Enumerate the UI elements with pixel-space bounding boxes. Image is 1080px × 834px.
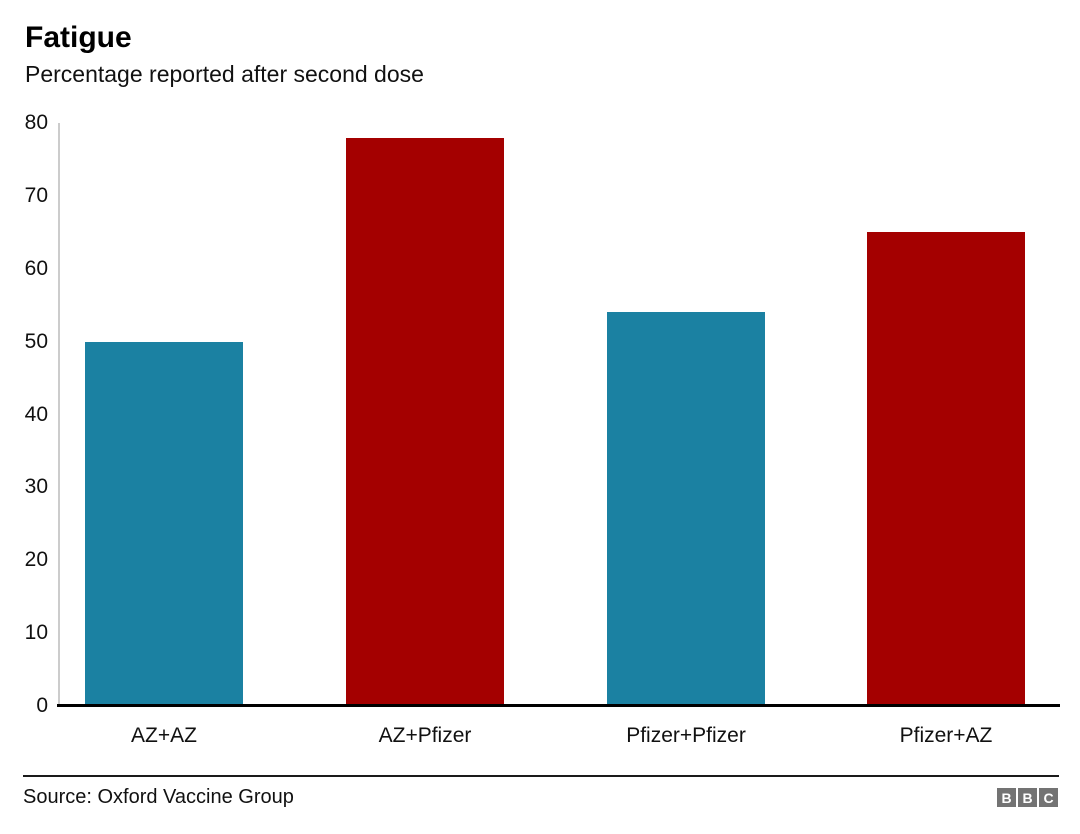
y-tick-label: 60 bbox=[24, 256, 48, 280]
y-tick-label: 50 bbox=[24, 329, 48, 353]
bar-Pfizer+AZ bbox=[867, 232, 1025, 706]
y-tick-label: 40 bbox=[24, 402, 48, 426]
y-tick-label: 10 bbox=[24, 621, 48, 645]
x-category-label: AZ+AZ bbox=[131, 724, 197, 747]
bbc-logo-block: C bbox=[1039, 788, 1058, 807]
x-category-label: Pfizer+AZ bbox=[899, 724, 993, 747]
y-axis-line bbox=[58, 123, 60, 706]
bbc-logo-block: B bbox=[1018, 788, 1037, 807]
x-category-label: Pfizer+Pfizer bbox=[626, 724, 746, 747]
chart-title: Fatigue bbox=[25, 21, 132, 54]
bar-AZ+AZ bbox=[85, 341, 243, 706]
bar-AZ+Pfizer bbox=[346, 137, 504, 706]
chart-subtitle: Percentage reported after second dose bbox=[25, 61, 424, 87]
y-tick-label: 80 bbox=[24, 111, 48, 134]
bar-Pfizer+Pfizer bbox=[607, 312, 765, 706]
source-text: Source: Oxford Vaccine Group bbox=[23, 786, 294, 808]
y-tick-label: 0 bbox=[36, 694, 48, 717]
y-tick-label: 20 bbox=[24, 548, 48, 572]
x-axis-line bbox=[57, 704, 1060, 707]
bbc-logo-block: B bbox=[997, 788, 1016, 807]
y-tick-label: 70 bbox=[24, 183, 48, 207]
x-category-label: AZ+Pfizer bbox=[378, 724, 472, 747]
y-tick-label: 30 bbox=[24, 475, 48, 499]
footer-divider bbox=[23, 775, 1059, 777]
